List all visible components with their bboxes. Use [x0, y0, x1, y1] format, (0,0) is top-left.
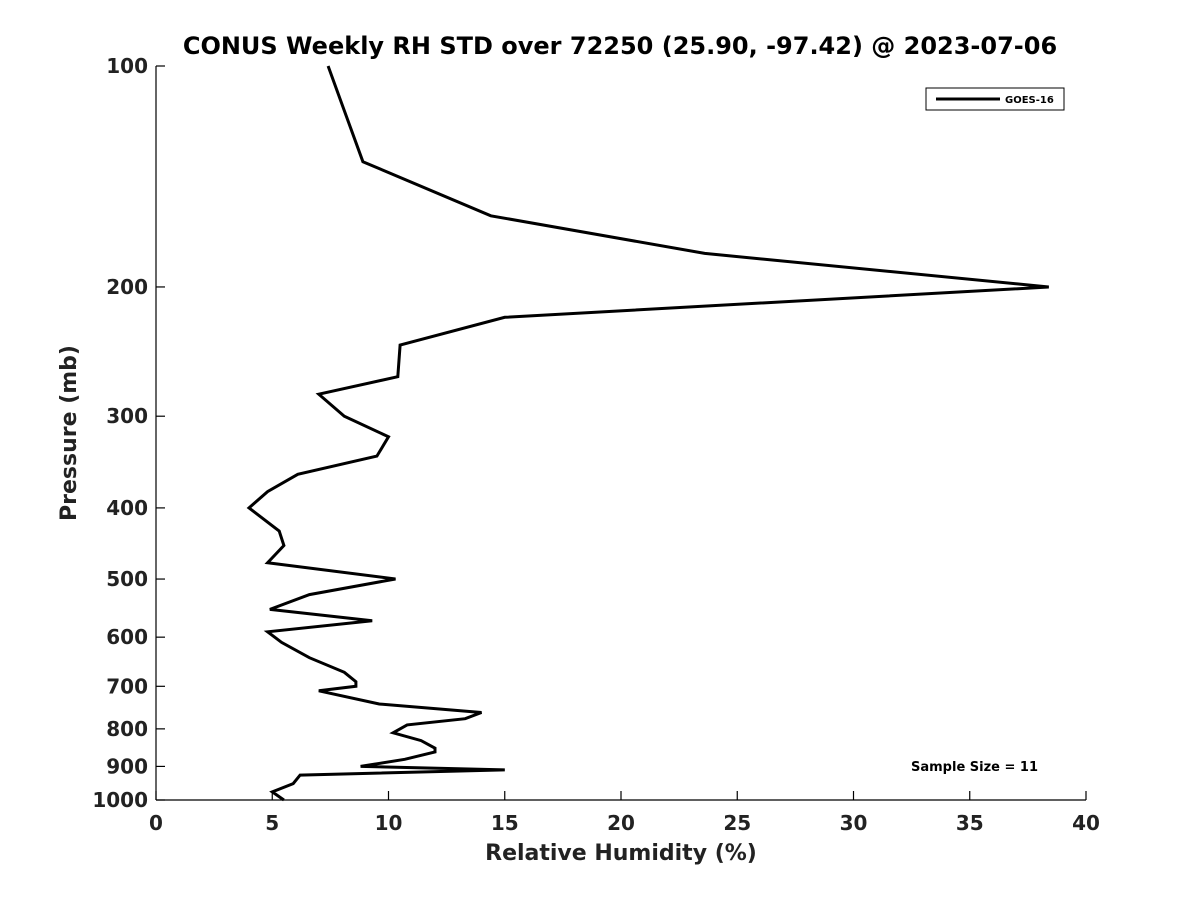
x-tick-label: 15 — [491, 811, 519, 835]
y-axis-ticks: 100 200 300 400 500 600 700 800 900 1000 — [92, 54, 165, 812]
y-tick-label: 200 — [106, 275, 148, 299]
x-tick-label: 25 — [723, 811, 751, 835]
y-tick-label: 900 — [106, 754, 148, 778]
y-tick-label: 300 — [106, 404, 148, 428]
x-axis-ticks: 0 5 10 15 20 25 30 35 40 — [149, 791, 1100, 835]
series-layer — [246, 65, 1049, 802]
x-tick-label: 35 — [956, 811, 984, 835]
y-tick-label: 700 — [106, 674, 148, 698]
chart-title: CONUS Weekly RH STD over 72250 (25.90, -… — [183, 32, 1057, 60]
sample-size-annotation: Sample Size = 11 — [911, 760, 1038, 775]
legend: GOES-16 — [925, 87, 1065, 111]
x-tick-label: 30 — [840, 811, 868, 835]
x-tick-label: 10 — [375, 811, 403, 835]
y-tick-label: 800 — [106, 717, 148, 741]
legend-entry-goes-16: GOES-16 — [1005, 95, 1054, 106]
y-tick-label: 400 — [106, 496, 148, 520]
y-tick-label: 1000 — [92, 788, 148, 812]
x-tick-label: 0 — [149, 811, 163, 835]
x-tick-label: 40 — [1072, 811, 1100, 835]
plot-area — [156, 66, 1086, 800]
y-tick-label: 100 — [106, 54, 148, 78]
series-line-goes-16 — [246, 65, 1049, 802]
y-tick-label: 500 — [106, 567, 148, 591]
y-tick-label: 600 — [106, 625, 148, 649]
x-tick-label: 20 — [607, 811, 635, 835]
x-axis-label: Relative Humidity (%) — [485, 841, 757, 866]
x-tick-label: 5 — [265, 811, 279, 835]
y-axis-label: Pressure (mb) — [57, 345, 82, 521]
